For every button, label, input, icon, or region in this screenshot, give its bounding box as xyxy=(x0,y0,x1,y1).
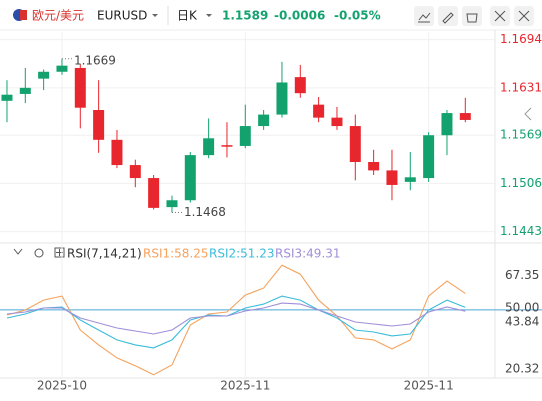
candle-body xyxy=(203,138,215,156)
candle-body xyxy=(459,113,471,120)
candle-body xyxy=(276,82,288,115)
candle-body xyxy=(74,67,86,108)
candle-body xyxy=(423,135,435,179)
dropdown-arrow[interactable] xyxy=(152,14,158,17)
min_label: 1.1468 xyxy=(184,205,226,219)
candle-body xyxy=(258,114,270,127)
candle-body xyxy=(294,77,306,94)
max_label: 1.1669 xyxy=(74,53,116,67)
price: 1.1589 xyxy=(222,9,268,23)
candle-body xyxy=(184,155,196,201)
rsi-line xyxy=(6,302,466,335)
candle-body xyxy=(386,170,398,185)
x-tick-label: 2025-10 xyxy=(37,379,87,393)
candle-body xyxy=(19,87,31,94)
candle-body xyxy=(221,145,233,147)
change: -0.0006 xyxy=(274,9,325,23)
flag-icon xyxy=(13,9,27,21)
x-tick-label: 2025-11 xyxy=(220,379,270,393)
candle-body xyxy=(166,200,178,208)
candle-body xyxy=(93,110,105,140)
legend-entry: RSI1:58.25 xyxy=(143,247,209,261)
rsi-controls[interactable] xyxy=(13,247,65,258)
toolbar-buttons[interactable] xyxy=(414,6,534,26)
candle-body xyxy=(313,104,325,118)
candle-body xyxy=(404,177,416,182)
candle-body xyxy=(1,94,13,101)
candle-body xyxy=(38,71,50,79)
candle-body xyxy=(56,65,68,72)
y-tick-label: 1.1506 xyxy=(500,176,542,190)
symbol[interactable]: EURUSD xyxy=(97,9,147,23)
y-tick-label: 67.35 xyxy=(505,268,539,282)
period[interactable]: 日K xyxy=(177,9,198,23)
candle-body xyxy=(239,126,251,146)
rsi-title: RSI(7,14,21) xyxy=(67,247,142,261)
pair-name: 欧元/美元 xyxy=(32,9,84,23)
y-tick-label: 1.1631 xyxy=(500,80,542,94)
y-tick-label: 43.84 xyxy=(505,315,539,329)
y-tick-label: 1.1443 xyxy=(500,224,542,238)
y-tick-label: 1.1694 xyxy=(500,32,542,46)
x-tick-label: 2025-11 xyxy=(404,379,454,393)
candle-body xyxy=(111,139,123,166)
rsi-line xyxy=(6,264,466,376)
candle-body xyxy=(148,178,160,208)
rsi-line xyxy=(6,295,466,349)
y-tick-label: 1.1569 xyxy=(500,128,542,142)
candle-body xyxy=(441,113,453,136)
candle-body xyxy=(129,165,141,179)
candle-body xyxy=(368,162,380,171)
y-tick-label: 20.32 xyxy=(505,361,539,375)
scroll-arrow[interactable] xyxy=(524,107,532,121)
candle-body xyxy=(349,126,361,162)
change-pct: -0.05% xyxy=(334,9,381,23)
legend-entry: RSI2:51.23 xyxy=(209,247,275,261)
legend-entry: RSI3:49.31 xyxy=(275,247,341,261)
dropdown-arrow[interactable] xyxy=(206,14,212,17)
candle-body xyxy=(331,117,343,127)
y-tick-label: 50.00 xyxy=(505,300,539,314)
